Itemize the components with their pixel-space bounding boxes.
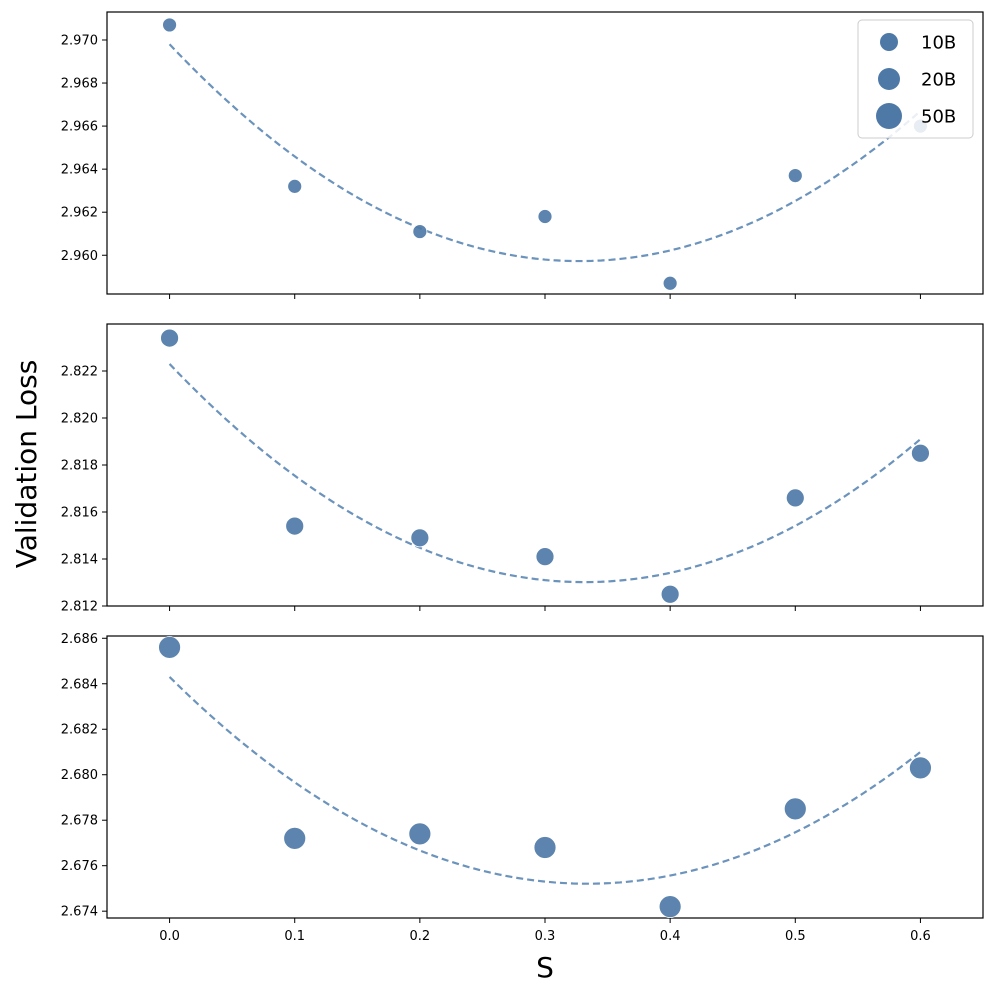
y-tick-label: 2.682: [61, 723, 98, 738]
data-point-10B: [787, 168, 803, 184]
legend-marker-50B: [876, 103, 902, 129]
x-tick-label: 0.4: [660, 929, 681, 944]
data-point-50B: [283, 827, 307, 850]
legend-marker-20B: [878, 68, 900, 90]
data-point-10B: [162, 17, 177, 33]
panel-20B: 2.812 2.814 2.816 2.818 2.820 2.822: [61, 323, 984, 615]
y-axis-label: Validation Loss: [10, 360, 43, 569]
y-tick-label: 2.818: [61, 459, 98, 474]
data-point-50B: [658, 895, 682, 919]
data-point-20B: [285, 516, 305, 536]
x-tick-label: 0.1: [284, 929, 305, 944]
y-tick-label: 2.674: [61, 905, 98, 920]
x-tick-label: 0.3: [535, 929, 556, 944]
data-point-10B: [412, 224, 428, 239]
panels-layer: 2.960 2.962 2.964 2.966 2.968 2.970 2.812 2.814…: [61, 11, 984, 944]
data-point-20B: [911, 443, 930, 463]
legend-marker-10B: [880, 33, 898, 51]
y-tick-label: 2.960: [61, 249, 98, 264]
fit-curve-10B: [168, 43, 922, 263]
y-tick-label: 2.680: [61, 768, 98, 783]
data-point-10B: [537, 209, 553, 224]
legend-label-10B: 10B: [921, 33, 956, 54]
legend-label-50B: 50B: [921, 107, 956, 128]
data-point-10B: [662, 275, 678, 291]
y-tick-label: 2.962: [61, 206, 98, 221]
legend-label-20B: 20B: [921, 70, 956, 91]
data-point-50B: [909, 756, 932, 780]
data-point-20B: [785, 488, 805, 508]
panel-10B: 2.960 2.962 2.964 2.966 2.968 2.970: [61, 11, 984, 299]
y-tick-label: 2.968: [61, 77, 98, 92]
data-point-20B: [160, 328, 179, 348]
y-tick-label: 2.822: [61, 365, 98, 380]
y-tick-label: 2.966: [61, 120, 98, 135]
data-point-50B: [533, 836, 557, 859]
y-tick-label: 2.684: [61, 677, 98, 692]
x-tick-label: 0.5: [785, 929, 806, 944]
data-point-50B: [158, 635, 181, 659]
x-axis-label: S: [536, 951, 554, 984]
x-tick-label: 0.2: [410, 929, 431, 944]
y-tick-label: 2.686: [61, 632, 98, 647]
data-point-50B: [408, 822, 432, 846]
y-tick-label: 2.816: [61, 506, 98, 521]
data-point-20B: [535, 547, 555, 567]
legend: 10B 20B 50B: [857, 19, 974, 139]
y-tick-label: 2.812: [61, 600, 98, 615]
y-tick-label: 2.678: [61, 814, 98, 829]
y-tick-label: 2.676: [61, 859, 98, 874]
plot-frame: [106, 11, 984, 295]
fit-curve-20B: [168, 363, 922, 584]
x-tick-label: 0.0: [159, 929, 180, 944]
data-point-10B: [287, 178, 303, 194]
data-point-50B: [783, 797, 807, 821]
panel-50B: 2.674 2.676 2.678 2.680 2.682 2.684 2.686 0.0 0.…: [61, 632, 984, 944]
plot-frame: [106, 635, 984, 919]
y-tick-label: 2.814: [61, 553, 98, 568]
data-point-20B: [410, 528, 430, 548]
y-tick-label: 2.970: [61, 33, 98, 48]
data-point-20B: [660, 584, 680, 604]
y-tick-label: 2.820: [61, 412, 98, 427]
x-tick-label: 0.6: [910, 929, 931, 944]
fit-curve-50B: [168, 676, 922, 885]
y-tick-label: 2.964: [61, 163, 98, 178]
